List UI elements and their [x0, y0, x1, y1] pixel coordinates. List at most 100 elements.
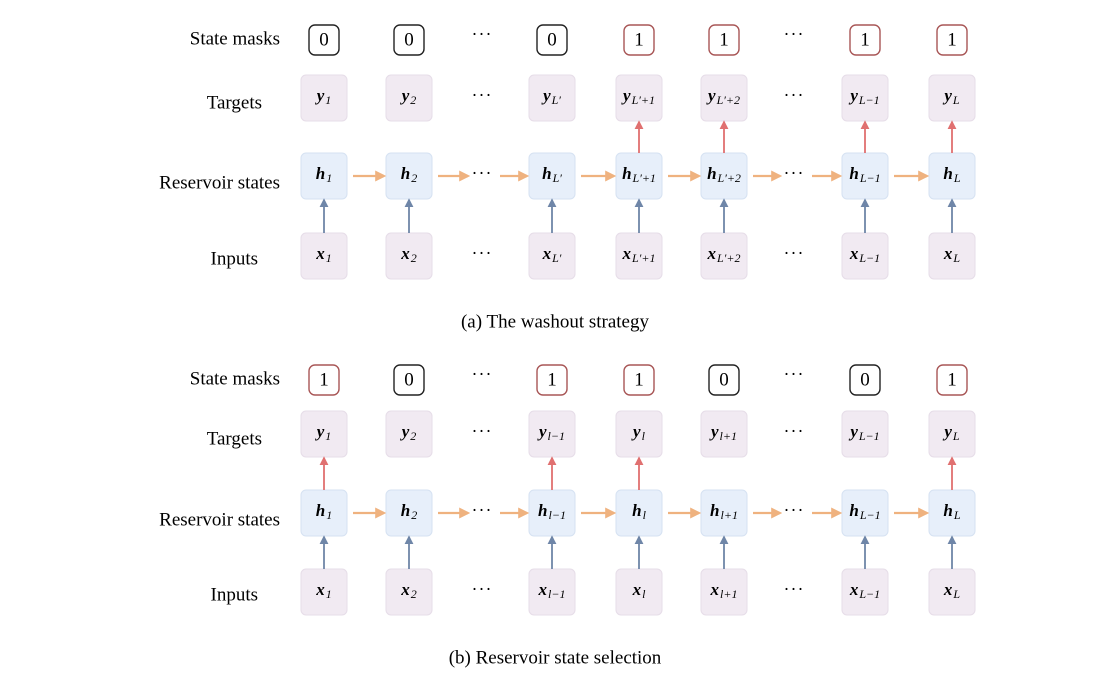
timestep-column: 1 yL hL xL — [894, 24, 976, 280]
state-mask-box — [393, 24, 425, 56]
timestep-column: 1 yL′+1 hL′+1 xL′+1 — [581, 24, 663, 280]
timestep-column: 0 y2 h2 x2 — [353, 24, 433, 280]
target-symbol: yl+1 — [709, 422, 737, 443]
target-symbol: yL′ — [541, 86, 561, 107]
target-box — [700, 410, 748, 458]
panel-a: State masks Targets Reservoir states Inputs… — [159, 24, 976, 332]
reservoir-state-symbol: hl+1 — [710, 501, 738, 522]
state-mask-value: 0 — [404, 369, 414, 390]
target-symbol: yL′+2 — [706, 86, 740, 107]
input-symbol: xL′+2 — [707, 244, 741, 265]
input-symbol: xL — [943, 580, 961, 601]
ellipsis: ··· — [472, 85, 493, 105]
state-mask-box — [936, 364, 968, 396]
target-symbol: yl — [631, 422, 646, 443]
ellipsis: ··· — [472, 421, 493, 441]
row-label-reservoir-states: Reservoir states — [159, 172, 280, 193]
input-symbol: xL′+1 — [622, 244, 656, 265]
target-symbol: yL — [942, 422, 960, 443]
state-mask-value: 1 — [634, 369, 644, 390]
state-mask-value: 0 — [547, 29, 557, 50]
input-symbol: x2 — [400, 580, 417, 601]
timestep-column: 0 yL′ hL′ xL′ — [500, 24, 576, 280]
reservoir-state-symbol: hL — [943, 164, 960, 185]
timestep-column: 0 yl+1 hl+1 xl+1 — [668, 364, 748, 616]
state-mask-box — [708, 364, 740, 396]
input-symbol: x1 — [315, 244, 332, 265]
timestep-column: 1 yL hL xL — [894, 364, 976, 616]
timestep-column: 1 y1 h1 x1 — [300, 364, 348, 616]
ellipsis: ··· — [784, 421, 805, 441]
reservoir-state-symbol: hL′+2 — [707, 164, 741, 185]
ellipsis: ··· — [472, 163, 493, 183]
target-box — [841, 410, 889, 458]
target-symbol: y1 — [315, 86, 332, 107]
ellipsis: ··· — [784, 500, 805, 520]
row-label-inputs: Inputs — [211, 584, 259, 605]
timestep-column: 0 y2 h2 x2 — [353, 364, 433, 616]
reservoir-state-symbol: h2 — [401, 501, 417, 522]
state-mask-box — [708, 24, 740, 56]
state-mask-value: 0 — [719, 369, 729, 390]
reservoir-state-symbol: hl — [632, 501, 646, 522]
state-mask-value: 1 — [319, 369, 329, 390]
target-symbol: yL′+1 — [621, 86, 655, 107]
timestep-column: 0 yL−1 hL−1 xL−1 — [812, 364, 889, 616]
row-label-state-masks: State masks — [190, 28, 280, 49]
ellipsis: ··· — [784, 243, 805, 263]
state-mask-value: 1 — [860, 29, 870, 50]
target-symbol: yl−1 — [537, 422, 565, 443]
target-symbol: yL−1 — [848, 422, 879, 443]
input-symbol: xl−1 — [538, 580, 566, 601]
state-mask-box — [623, 364, 655, 396]
ellipsis: ··· — [472, 500, 493, 520]
row-label-targets: Targets — [207, 92, 262, 113]
target-symbol: yL−1 — [848, 86, 879, 107]
state-mask-value: 0 — [319, 29, 329, 50]
input-symbol: xL′ — [542, 244, 562, 265]
state-mask-value: 0 — [860, 369, 870, 390]
reservoir-state-symbol: hL′ — [542, 164, 562, 185]
ellipsis: ··· — [472, 579, 493, 599]
state-mask-box — [536, 364, 568, 396]
state-mask-box — [308, 364, 340, 396]
reservoir-state-symbol: h2 — [401, 164, 417, 185]
state-mask-box — [393, 364, 425, 396]
target-box — [385, 410, 433, 458]
input-symbol: xL−1 — [849, 244, 880, 265]
ellipsis: ··· — [784, 579, 805, 599]
panel-caption: (b) Reservoir state selection — [449, 647, 662, 668]
input-symbol: xl+1 — [710, 580, 738, 601]
timestep-column: 0 y1 h1 x1 — [300, 24, 348, 280]
ellipsis: ··· — [784, 85, 805, 105]
target-symbol: y2 — [400, 86, 417, 107]
ellipsis: ··· — [472, 24, 493, 44]
ellipsis: ··· — [472, 243, 493, 263]
timestep-column: 1 yl−1 hl−1 xl−1 — [500, 364, 576, 616]
reservoir-state-symbol: hl−1 — [538, 501, 566, 522]
ellipsis: ··· — [784, 24, 805, 44]
ellipsis: ··· — [472, 364, 493, 384]
state-mask-box — [849, 364, 881, 396]
state-mask-box — [308, 24, 340, 56]
target-symbol: yL — [942, 86, 960, 107]
reservoir-state-symbol: hL−1 — [849, 164, 880, 185]
state-mask-value: 1 — [947, 369, 957, 390]
state-mask-box — [623, 24, 655, 56]
target-symbol: y1 — [315, 422, 332, 443]
row-label-targets: Targets — [207, 428, 262, 449]
target-box — [385, 74, 433, 122]
timestep-column: 1 yL′+2 hL′+2 xL′+2 — [668, 24, 748, 280]
reservoir-state-symbol: hL−1 — [849, 501, 880, 522]
state-mask-value: 1 — [634, 29, 644, 50]
state-mask-box — [849, 24, 881, 56]
timestep-column: 1 yL−1 hL−1 xL−1 — [812, 24, 889, 280]
state-mask-box — [536, 24, 568, 56]
timestep-column: 1 yl hl xl — [581, 364, 663, 616]
state-mask-value: 0 — [404, 29, 414, 50]
row-label-inputs: Inputs — [211, 248, 259, 269]
state-mask-value: 1 — [719, 29, 729, 50]
target-symbol: y2 — [400, 422, 417, 443]
row-label-state-masks: State masks — [190, 368, 280, 389]
